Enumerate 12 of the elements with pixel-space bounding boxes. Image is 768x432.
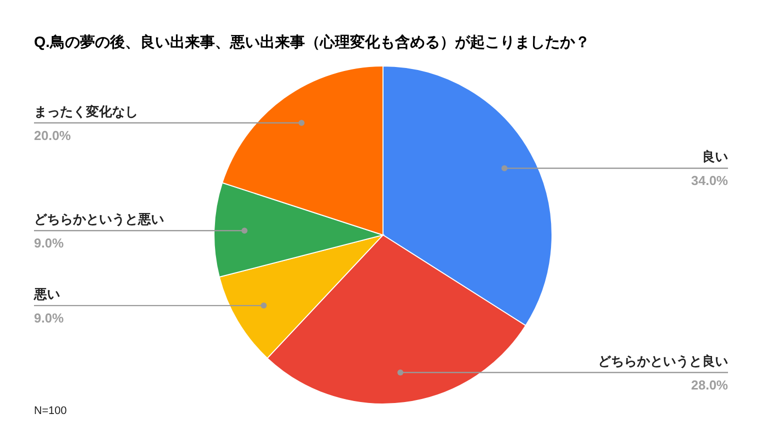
data-label: 28.0%: [691, 377, 728, 392]
slice-label: 悪い: [33, 286, 60, 302]
slice-label: どちらかというと良い: [598, 353, 728, 368]
data-label: 20.0%: [34, 128, 72, 143]
text: N=100: [34, 405, 67, 417]
slice-label: どちらかというと悪い: [34, 212, 164, 227]
slice-label: 良い: [702, 149, 728, 164]
data-label: 34.0%: [691, 173, 728, 188]
data-label: 9.0%: [34, 236, 64, 251]
data-label: 9.0%: [34, 310, 64, 326]
slice-label: まったく変化なし: [34, 104, 138, 119]
chart-title: Q.鳥の夢の後、良い出来事、悪い出来事（心理変化も含める）が起こりましたか？: [34, 33, 590, 51]
